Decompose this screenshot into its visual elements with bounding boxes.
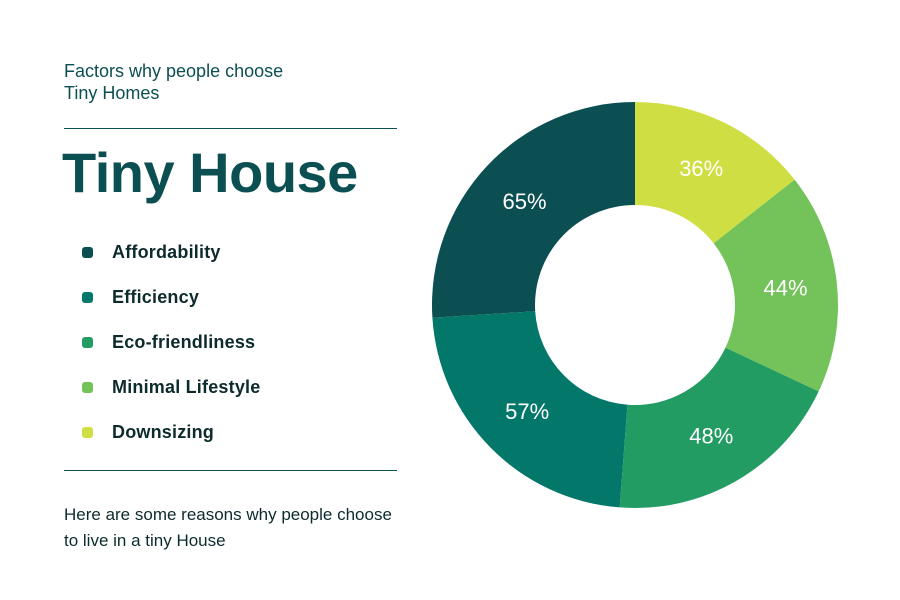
- legend-label: Eco-friendliness: [112, 332, 256, 352]
- legend-swatch: [82, 292, 93, 303]
- legend-label: Efficiency: [112, 287, 200, 307]
- legend-item: Affordability: [82, 230, 260, 275]
- description-line-2: to live in a tiny House: [64, 531, 226, 550]
- donut-chart: 65% 57% 48% 44% 36%: [432, 102, 838, 508]
- subtitle-line-1: Factors why people choose: [64, 61, 284, 81]
- donut-slice-minimal-lifestyle: [713, 179, 838, 392]
- legend: Affordability Efficiency Eco-friendliness M…: [82, 230, 260, 455]
- legend-item: Minimal Lifestyle: [82, 365, 260, 410]
- legend-label: Downsizing: [112, 422, 214, 442]
- subtitle-line-2: Tiny Homes: [64, 83, 160, 103]
- top-divider: [64, 128, 397, 129]
- slice-value-label: 48%: [689, 423, 733, 448]
- legend-swatch: [82, 337, 93, 348]
- legend-swatch: [82, 427, 93, 438]
- slice-value-label: 44%: [764, 275, 808, 300]
- legend-swatch: [82, 247, 93, 258]
- donut-slice-affordability: [432, 102, 635, 318]
- description-line-1: Here are some reasons why people choose: [64, 505, 392, 524]
- legend-item: Eco-friendliness: [82, 320, 260, 365]
- donut-slice-eco-friendliness: [619, 347, 819, 508]
- legend-swatch: [82, 382, 93, 393]
- chart-title: Tiny House: [62, 141, 358, 204]
- donut-slice-efficiency: [432, 311, 628, 508]
- chart-subtitle: Factors why people choose Tiny Homes: [64, 60, 384, 104]
- legend-item: Efficiency: [82, 275, 260, 320]
- slice-value-label: 65%: [503, 189, 547, 214]
- bottom-divider: [64, 470, 397, 471]
- legend-item: Downsizing: [82, 410, 260, 455]
- legend-label: Minimal Lifestyle: [112, 377, 261, 397]
- slice-value-label: 36%: [679, 156, 723, 181]
- slice-value-label: 57%: [505, 399, 549, 424]
- donut-slice-downsizing: [635, 102, 795, 244]
- description-text: Here are some reasons why people choose …: [64, 502, 404, 554]
- legend-label: Affordability: [112, 242, 221, 262]
